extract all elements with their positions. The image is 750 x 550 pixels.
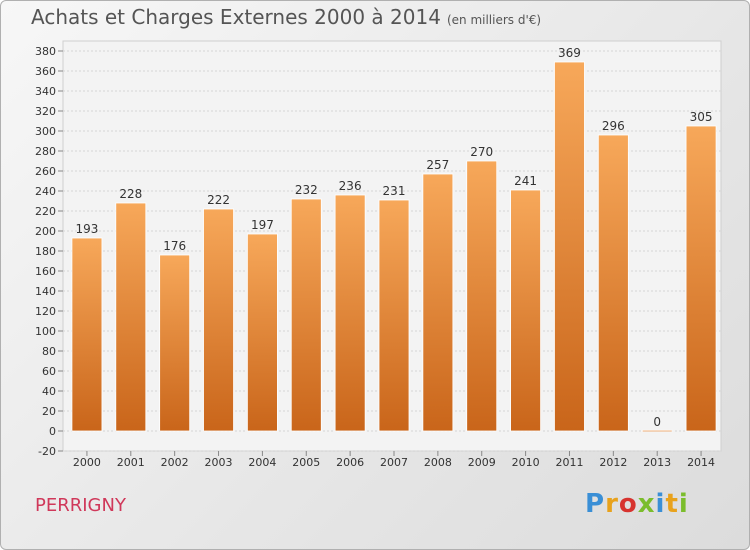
bar-2005 xyxy=(290,198,322,432)
y-tick-label: 40 xyxy=(42,385,56,398)
y-tick-label: 380 xyxy=(35,45,56,58)
y-tick-label: 300 xyxy=(35,125,56,138)
data-label-2012: 296 xyxy=(602,119,625,133)
x-tick-label-2013: 2013 xyxy=(643,456,671,469)
chart-subtitle: (en milliers d'€) xyxy=(446,13,542,27)
data-label-2007: 231 xyxy=(383,184,406,198)
bar-2003 xyxy=(203,208,234,432)
x-tick-label-2011: 2011 xyxy=(555,456,583,469)
data-label-2013: 0 xyxy=(653,415,661,429)
y-tick-label: 140 xyxy=(35,285,56,298)
logo-letter: x xyxy=(637,489,656,519)
x-tick-label-2010: 2010 xyxy=(512,456,540,469)
bar-2011 xyxy=(554,61,585,432)
data-label-2004: 197 xyxy=(251,218,274,232)
bar-2012 xyxy=(597,134,629,432)
y-tick-label: 220 xyxy=(35,205,56,218)
y-axis-ticks: -20 0 20 40 60 80 100 120 140 160 180 200 220 240 260 2… xyxy=(35,45,63,458)
data-label-2009: 270 xyxy=(470,145,493,159)
x-tick-label-2006: 2006 xyxy=(336,456,364,469)
logo-letter: i xyxy=(655,489,666,519)
bar-2013 xyxy=(641,429,673,433)
bar-2002 xyxy=(159,254,191,432)
logo-letter: i xyxy=(678,489,689,519)
x-tick-label-2009: 2009 xyxy=(468,456,496,469)
commune-name: PERRIGNY xyxy=(35,495,126,516)
bar-2007 xyxy=(378,199,410,432)
y-tick-label: 120 xyxy=(35,305,56,318)
y-tick-label: 360 xyxy=(35,65,56,78)
data-label-2003: 222 xyxy=(207,193,230,207)
data-label-2000: 193 xyxy=(75,222,98,236)
bar-2014 xyxy=(685,125,717,432)
data-label-2010: 241 xyxy=(514,174,537,188)
y-tick-label: 0 xyxy=(49,425,56,438)
bar-2009 xyxy=(466,160,498,432)
y-tick-label: 260 xyxy=(35,165,56,178)
x-tick-label-2002: 2002 xyxy=(161,456,189,469)
y-tick-label: 240 xyxy=(35,185,56,198)
bar-2001 xyxy=(115,202,147,432)
data-label-2001: 228 xyxy=(119,187,142,201)
data-label-2002: 176 xyxy=(163,239,186,253)
x-tick-label-2004: 2004 xyxy=(248,456,276,469)
x-tick-label-2012: 2012 xyxy=(599,456,627,469)
data-label-2006: 236 xyxy=(339,179,362,193)
bar-2000 xyxy=(71,237,103,432)
y-tick-label: -20 xyxy=(38,445,56,458)
data-label-2005: 232 xyxy=(295,183,318,197)
logo-letter: t xyxy=(665,489,679,519)
chart-title: Achats et Charges Externes 2000 à 2014 (e… xyxy=(31,5,541,29)
x-tick-label-2003: 2003 xyxy=(205,456,233,469)
chart-title-text: Achats et Charges Externes 2000 à 2014 xyxy=(31,5,441,29)
data-label-2008: 257 xyxy=(426,158,449,172)
y-tick-label: 160 xyxy=(35,265,56,278)
x-tick-label-2001: 2001 xyxy=(117,456,145,469)
y-tick-label: 340 xyxy=(35,85,56,98)
x-tick-label-2000: 2000 xyxy=(73,456,101,469)
bar-2008 xyxy=(422,173,454,432)
logo-letter: o xyxy=(618,489,638,519)
y-tick-label: 80 xyxy=(42,345,56,358)
data-label-2014: 305 xyxy=(690,110,713,124)
logo-letter: P xyxy=(585,489,606,519)
bars xyxy=(71,61,717,433)
y-tick-label: 60 xyxy=(42,365,56,378)
y-tick-label: 320 xyxy=(35,105,56,118)
data-label-2011: 369 xyxy=(558,46,581,60)
proxiti-logo: Proxiti xyxy=(585,489,689,519)
y-tick-label: 180 xyxy=(35,245,56,258)
x-tick-label-2008: 2008 xyxy=(424,456,452,469)
logo-letter: r xyxy=(605,489,619,519)
y-tick-label: 200 xyxy=(35,225,56,238)
y-tick-label: 100 xyxy=(35,325,56,338)
x-tick-label-2005: 2005 xyxy=(292,456,320,469)
bar-2006 xyxy=(334,194,366,432)
x-tick-label-2007: 2007 xyxy=(380,456,408,469)
bar-2010 xyxy=(510,189,542,432)
y-tick-label: 280 xyxy=(35,145,56,158)
bar-2004 xyxy=(246,233,278,432)
x-axis-ticks: 2000 2001 2002 2003 2004 2005 2006 2007 2008 2009… xyxy=(73,451,715,469)
x-tick-label-2014: 2014 xyxy=(687,456,715,469)
data-labels: 193 228 176 222 197 232 236 231 257 270 241 369 296 0… xyxy=(75,46,712,429)
y-tick-label: 20 xyxy=(42,405,56,418)
